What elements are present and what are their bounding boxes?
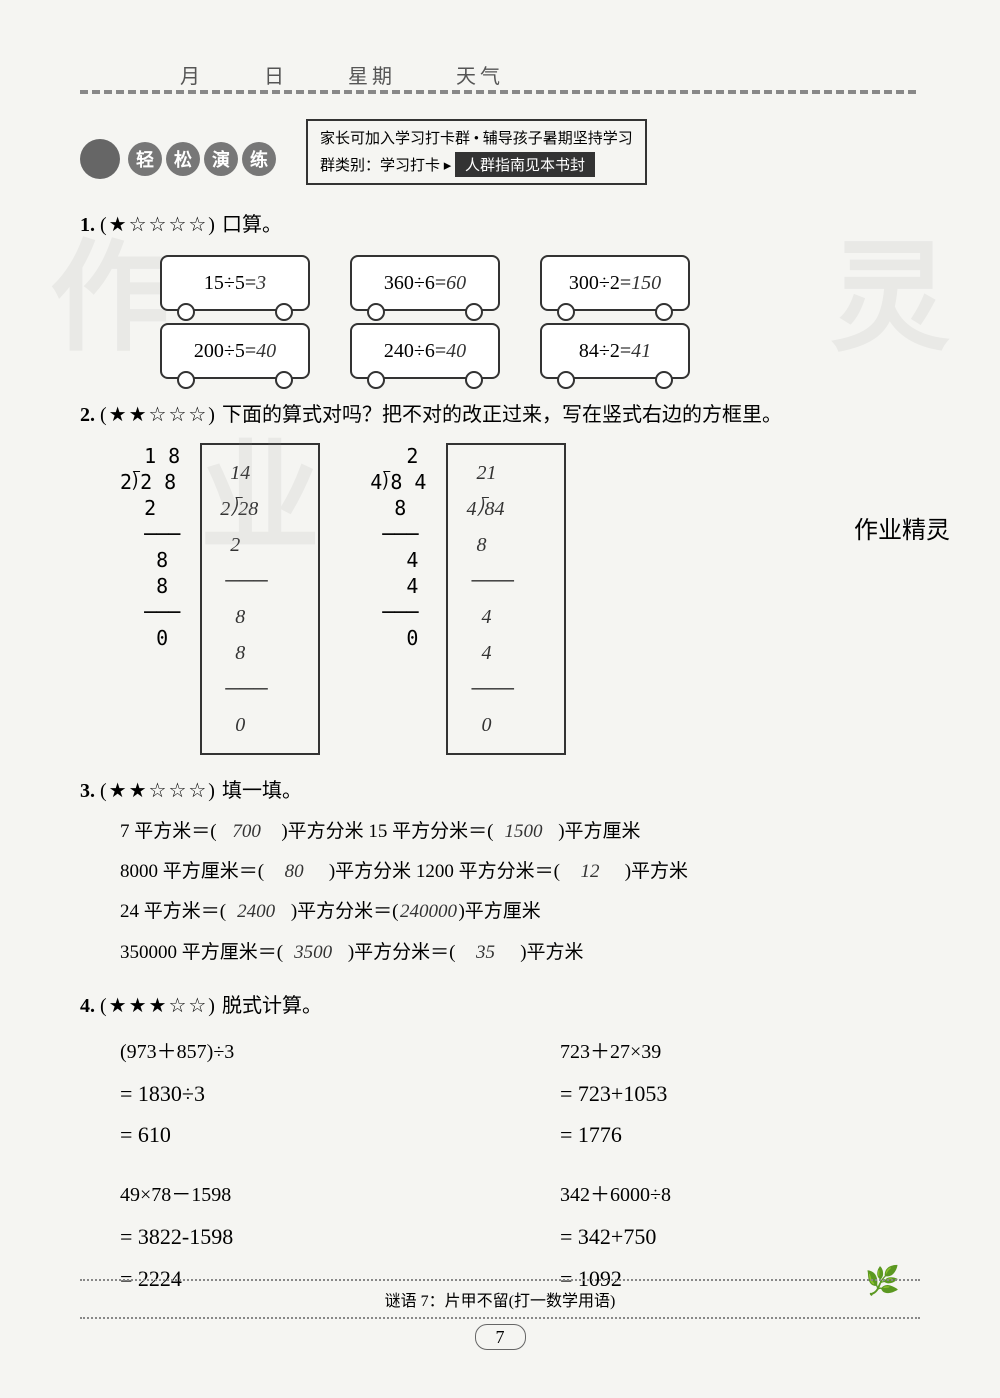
header-divider <box>80 90 920 94</box>
train-item: 240÷6=40 <box>350 323 500 379</box>
train-item: 15÷5=3 <box>160 255 310 311</box>
calc-expr: 49×78－1598 <box>120 1177 480 1213</box>
q3-number: 3. <box>80 780 95 802</box>
q4-stars: (★★★☆☆) <box>100 995 217 1017</box>
question-2: 2. (★★☆☆☆) 下面的算式对吗？把不对的改正过来，写在竖式右边的方框里。 … <box>80 397 920 755</box>
train-item: 300÷2=150 <box>540 255 690 311</box>
correction-box: 14 2⟌28 2 ─── 8 8 ─── 0 <box>200 443 320 755</box>
calc-expr: 723＋27×39 <box>560 1034 920 1070</box>
train-item: 84÷2=41 <box>540 323 690 379</box>
calc-item: (973＋857)÷3 = 1830÷3= 610 <box>120 1034 480 1157</box>
train-expr: 84÷2= <box>579 340 631 362</box>
correction-box: 21 4⟌84 8 ─── 4 4 ─── 0 <box>446 443 566 755</box>
train-ans: 150 <box>631 272 661 294</box>
q1-row1: 15÷5=3 360÷6=60 300÷2=150 <box>160 255 920 311</box>
q4-title: 脱式计算。 <box>222 995 322 1017</box>
q4-number: 4. <box>80 995 95 1017</box>
train-ans: 40 <box>446 340 466 362</box>
calc-step: = 610 <box>120 1115 480 1155</box>
long-division-print: 1 8 2⟌2 8 2 ─── 8 8 ─── 0 <box>120 443 180 651</box>
footer-riddle: 谜语 7：片甲不留(打一数学用语) <box>80 1279 920 1319</box>
train-ans: 40 <box>256 340 276 362</box>
badge-char: 松 <box>166 142 200 176</box>
train-ans: 41 <box>631 340 651 362</box>
calc-expr: (973＋857)÷3 <box>120 1034 480 1070</box>
day-label: 日 <box>264 60 288 89</box>
section-badge: 轻 松 演 练 <box>80 139 276 179</box>
calc-step: = 723+1053 <box>560 1074 920 1114</box>
weather-label: 天气 <box>456 60 504 89</box>
train-expr: 200÷5= <box>194 340 256 362</box>
train-ans: 60 <box>446 272 466 294</box>
pencil-icon <box>80 139 120 179</box>
q2-title: 下面的算式对吗？把不对的改正过来，写在竖式右边的方框里。 <box>222 404 782 426</box>
calc-step: = 3822-1598 <box>120 1217 480 1257</box>
page-number: 7 <box>475 1324 526 1350</box>
q2-stars: (★★☆☆☆) <box>100 404 217 426</box>
info-line1: 家长可加入学习打卡群 • 辅导孩子暑期坚持学习 <box>320 127 633 148</box>
question-4: 4. (★★★☆☆) 脱式计算。 (973＋857)÷3 = 1830÷3= 61… <box>80 988 920 1300</box>
info-tag: 人群指南见本书封 <box>455 152 595 177</box>
fill-line: 7 平方米＝(700 )平方分米 15 平方分米＝(1500 )平方厘米 <box>120 815 920 849</box>
weekday-label: 星期 <box>348 60 396 89</box>
q2-pair-2: 2 4⟌8 4 8 ─── 4 4 ─── 0 21 4⟌84 8 ─── 4 … <box>370 443 566 755</box>
calc-step: = 342+750 <box>560 1217 920 1257</box>
train-expr: 300÷2= <box>569 272 631 294</box>
q1-stars: (★☆☆☆☆) <box>100 214 217 236</box>
info-box: 家长可加入学习打卡群 • 辅导孩子暑期坚持学习 群类别：学习打卡 ▸ 人群指南见… <box>306 119 647 185</box>
q1-number: 1. <box>80 214 95 236</box>
question-1: 1. (★☆☆☆☆) 口算。 15÷5=3 360÷6=60 300÷2=150… <box>80 207 920 379</box>
calc-expr: 342＋6000÷8 <box>560 1177 920 1213</box>
train-item: 360÷6=60 <box>350 255 500 311</box>
calc-step: = 1830÷3 <box>120 1074 480 1114</box>
q2-pair-1: 1 8 2⟌2 8 2 ─── 8 8 ─── 0 14 2⟌28 2 ─── … <box>120 443 320 755</box>
calc-step: = 1776 <box>560 1115 920 1155</box>
badge-char: 演 <box>204 142 238 176</box>
q1-row2: 200÷5=40 240÷6=40 84÷2=41 <box>160 323 920 379</box>
train-expr: 240÷6= <box>384 340 446 362</box>
fill-line: 350000 平方厘米＝(3500 )平方分米＝(35 )平方米 <box>120 936 920 970</box>
q3-stars: (★★☆☆☆) <box>100 780 217 802</box>
question-3: 3. (★★☆☆☆) 填一填。 7 平方米＝(700 )平方分米 15 平方分米… <box>80 773 920 970</box>
train-expr: 360÷6= <box>384 272 446 294</box>
q2-number: 2. <box>80 404 95 426</box>
footer: 谜语 7：片甲不留(打一数学用语) 7 <box>80 1279 920 1348</box>
q3-title: 填一填。 <box>222 780 302 802</box>
header-fields: 月 日 星期 天气 <box>80 60 920 89</box>
train-ans: 3 <box>256 272 266 294</box>
calc-item: 723＋27×39 = 723+1053= 1776 <box>560 1034 920 1157</box>
fill-line: 24 平方米＝(2400 )平方分米＝(240000)平方厘米 <box>120 895 920 929</box>
badge-char: 练 <box>242 142 276 176</box>
train-item: 200÷5=40 <box>160 323 310 379</box>
month-label: 月 <box>180 60 204 89</box>
train-expr: 15÷5= <box>204 272 256 294</box>
fill-line: 8000 平方厘米＝(80 )平方分米 1200 平方分米＝(12 )平方米 <box>120 855 920 889</box>
q1-title: 口算。 <box>222 214 282 236</box>
long-division-print: 2 4⟌8 4 8 ─── 4 4 ─── 0 <box>370 443 426 651</box>
info-line2-label: 群类别：学习打卡 ▸ <box>320 158 451 174</box>
badge-char: 轻 <box>128 142 162 176</box>
watermark-side: 作业精灵 <box>854 510 950 545</box>
